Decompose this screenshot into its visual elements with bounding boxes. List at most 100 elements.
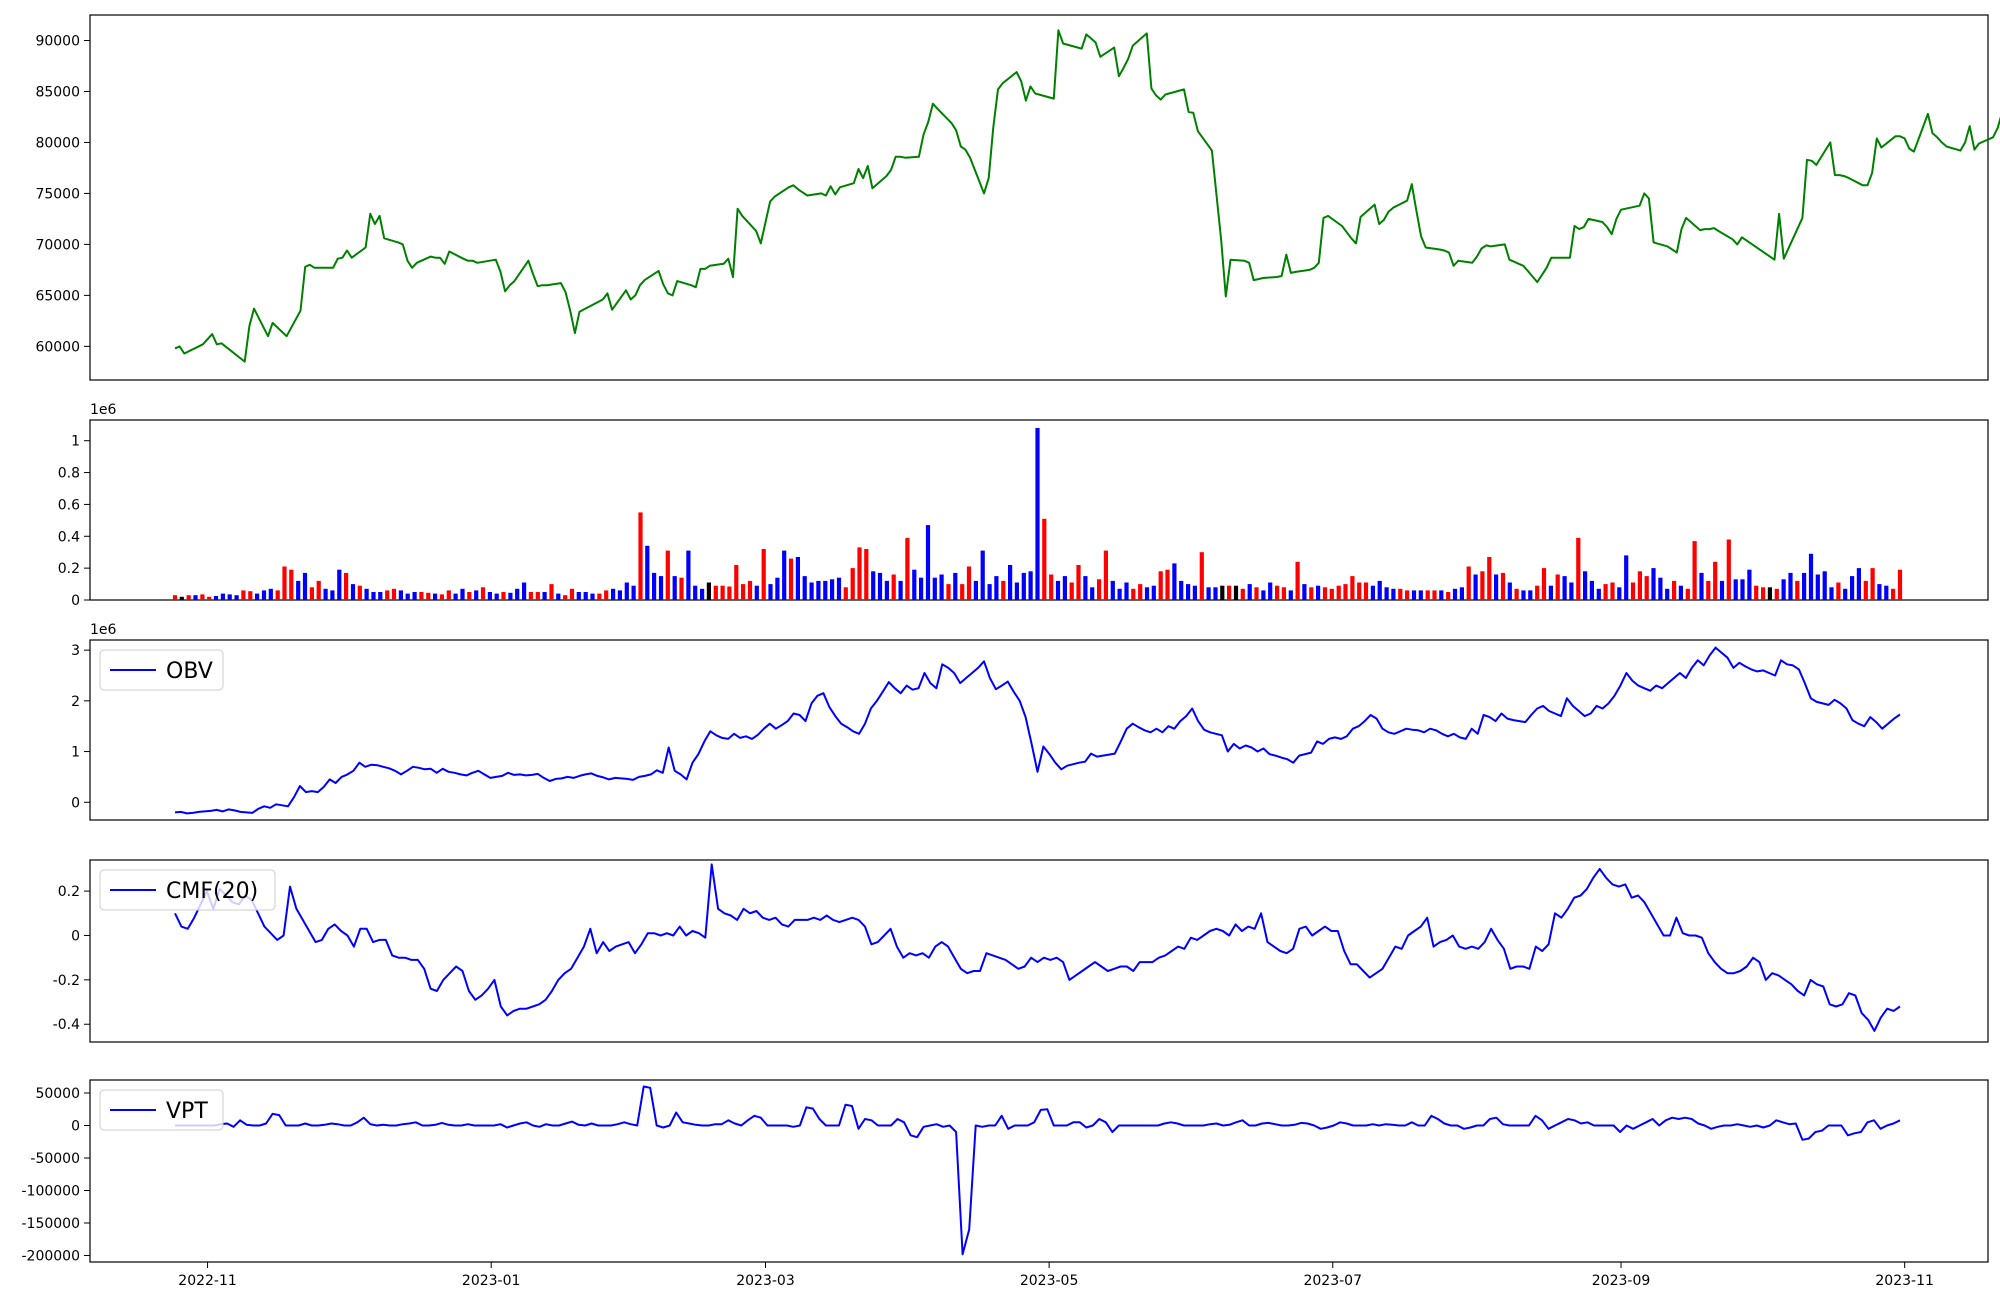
volume-ytick-label: 0.2 — [58, 561, 80, 577]
volume-bar — [1583, 571, 1588, 600]
volume-bar — [597, 593, 602, 600]
volume-bar — [1713, 561, 1718, 600]
volume-bar — [1589, 580, 1594, 600]
volume-bar — [241, 590, 246, 600]
price-ytick-label: 90000 — [35, 33, 80, 49]
volume-bar — [987, 584, 992, 600]
volume-bar — [864, 549, 869, 600]
volume-bar — [1268, 582, 1273, 600]
volume-bar — [624, 582, 629, 600]
volume-bar — [309, 587, 314, 600]
volume-bar — [720, 585, 725, 600]
volume-bar — [1316, 585, 1321, 600]
obv-panel: 0 1 2 3 1e6 OBV — [71, 622, 1989, 821]
volume-bar — [261, 590, 267, 600]
volume-bar — [727, 586, 732, 600]
volume-bar — [1624, 555, 1629, 600]
vpt-legend-label: VPT — [166, 1099, 208, 1124]
vpt-ytick-label: 50000 — [35, 1086, 80, 1102]
price-series-line — [174, 29, 2000, 363]
volume-bar — [364, 588, 369, 600]
price-frame — [89, 14, 1989, 381]
volume-bar — [1596, 588, 1601, 600]
volume-bar — [1247, 584, 1252, 600]
volume-bar — [569, 588, 575, 600]
volume-bar — [1336, 585, 1341, 600]
volume-bar — [1432, 590, 1437, 600]
volume-bar — [193, 595, 198, 600]
volume-bar — [1418, 590, 1423, 600]
volume-bar — [1062, 576, 1067, 600]
volume-bar — [1747, 569, 1752, 600]
volume-bar — [1897, 569, 1903, 600]
volume-bar — [453, 593, 458, 600]
volume-bar — [412, 592, 417, 600]
volume-bar — [1706, 580, 1711, 600]
volume-bar — [1144, 587, 1150, 600]
volume-bar — [419, 592, 424, 600]
volume-bar — [337, 569, 342, 600]
volume-bar — [1535, 585, 1540, 600]
obv-ytick-label: 3 — [71, 643, 80, 659]
x-tick-label: 2023-01 — [462, 1273, 521, 1289]
volume-bar — [1610, 582, 1615, 600]
volume-bar — [1719, 580, 1725, 600]
volume-bar — [836, 577, 842, 600]
volume-bar — [460, 588, 465, 600]
volume-bar — [1322, 587, 1328, 600]
volume-bar — [357, 585, 362, 600]
volume-bar — [1233, 585, 1239, 600]
volume-bar — [768, 584, 773, 600]
volume-bar — [576, 592, 581, 600]
volume-bar — [1494, 574, 1499, 600]
volume-bar — [1733, 579, 1738, 600]
volume-bar — [1220, 585, 1225, 600]
volume-bar — [1761, 587, 1766, 600]
volume-bar — [1370, 585, 1375, 600]
volume-bar — [316, 580, 321, 600]
price-ytick-label: 60000 — [35, 339, 80, 355]
price-panel: 60000 65000 70000 75000 80000 85000 90000 — [35, 14, 2000, 381]
volume-bar — [1877, 584, 1882, 600]
volume-bar — [1850, 576, 1855, 600]
volume-bar — [227, 594, 232, 600]
volume-bar — [1685, 588, 1690, 600]
volume-bar — [1891, 588, 1896, 600]
price-ytick-label: 75000 — [35, 186, 80, 202]
cmf-legend — [99, 869, 276, 911]
volume-bar — [617, 590, 622, 600]
obv-ytick-label: 1 — [71, 745, 80, 761]
volume-bar — [1240, 588, 1245, 600]
volume-bar — [535, 592, 540, 600]
volume-bar — [905, 537, 910, 600]
volume-bar — [658, 576, 664, 600]
volume-bar — [1692, 541, 1697, 600]
volume-bar — [1055, 580, 1061, 600]
obv-legend-label: OBV — [166, 659, 213, 684]
obv-frame — [89, 639, 1989, 821]
volume-bar — [542, 592, 547, 600]
volume-bar — [200, 594, 205, 600]
volume-bar — [652, 572, 657, 600]
volume-bar — [371, 592, 376, 600]
volume-bar — [788, 558, 794, 600]
volume-bar — [1569, 582, 1574, 600]
volume-bar — [857, 547, 862, 600]
volume-bar — [980, 550, 985, 600]
obv-ytick-label: 2 — [71, 694, 80, 710]
volume-bar — [1781, 579, 1786, 600]
volume-bar — [1384, 587, 1389, 600]
volume-bar — [186, 595, 191, 600]
volume-bar — [1630, 582, 1636, 600]
volume-bar — [1151, 585, 1156, 600]
volume-bar — [1884, 585, 1889, 600]
volume-bar — [179, 596, 184, 600]
volume-bar — [296, 580, 301, 600]
volume-bar — [1275, 585, 1280, 600]
volume-bar — [1480, 571, 1485, 600]
volume-bar — [1843, 588, 1848, 600]
volume-bar — [1473, 574, 1478, 600]
x-tick-label: 2023-03 — [736, 1273, 795, 1289]
volume-bar — [1206, 587, 1211, 600]
